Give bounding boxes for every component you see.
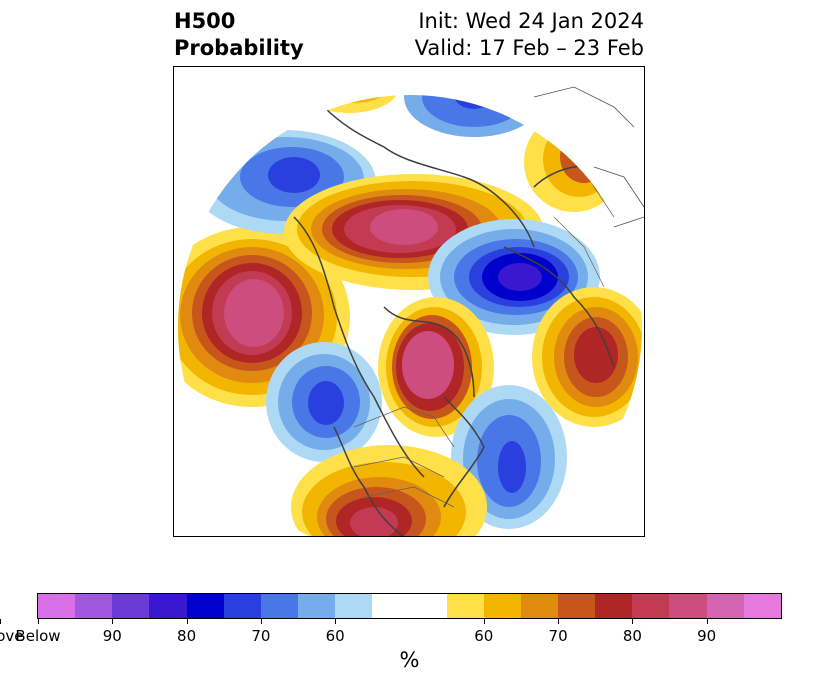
probability-field: [178, 95, 642, 536]
colorbar-segment: [595, 594, 633, 618]
init-date: Init: Wed 24 Jan 2024: [418, 9, 644, 33]
colorbar-tick-label: 80: [622, 627, 642, 645]
title-line-2: Probability: [174, 36, 304, 60]
colorbar-tick-label: 60: [325, 627, 345, 645]
map-panel: [173, 66, 645, 537]
valid-date: Valid: 17 Feb – 23 Feb: [414, 36, 644, 60]
colorbar-tick-label: 70: [548, 627, 568, 645]
colorbar-segment: [75, 594, 113, 618]
map-title: H500 Probability: [174, 8, 304, 62]
colorbar-tick: [558, 619, 560, 624]
colorbar-segment: [669, 594, 707, 618]
colorbar-segment: [149, 594, 187, 618]
colorbar-tick-label: Above: [0, 627, 24, 645]
colorbar-tick: [260, 619, 262, 624]
colorbar-tick: [186, 619, 188, 624]
colorbar-tick-label: 60: [474, 627, 494, 645]
colorbar-tick: [706, 619, 708, 624]
colorbar-segment: [335, 594, 373, 618]
colorbar: [37, 593, 782, 619]
title-line-1: H500: [174, 9, 236, 33]
colorbar-segment: [520, 594, 558, 618]
colorbar-tick: [335, 619, 337, 624]
colorbar-segment: [706, 594, 744, 618]
colorbar-tick-label: 70: [251, 627, 271, 645]
colorbar-segment: [557, 594, 596, 618]
colorbar-segment: [297, 594, 336, 618]
colorbar-tick-label: 90: [102, 627, 122, 645]
anomaly-north-atlantic: [451, 385, 567, 529]
forecast-dates: Init: Wed 24 Jan 2024 Valid: 17 Feb – 23…: [415, 8, 644, 62]
colorbar-segment: [186, 594, 224, 618]
colorbar-segment: [632, 594, 670, 618]
colorbar-tick: [38, 619, 39, 624]
probability-map: [178, 86, 644, 536]
colorbar-tick: [0, 619, 1, 624]
anomaly-eastern-canada: [378, 297, 494, 437]
colorbar-segment: [446, 594, 484, 618]
colorbar-tick-label: 90: [697, 627, 717, 645]
colorbar-segment: [38, 594, 76, 618]
colorbar-tick-label: Below: [15, 627, 61, 645]
colorbar-unit-label: %: [399, 648, 420, 672]
anomaly-central-asia: [532, 287, 642, 427]
colorbar-tick: [632, 619, 634, 624]
colorbar-segment: [483, 594, 521, 618]
colorbar-tick: [112, 619, 114, 624]
colorbar-segment: [112, 594, 150, 618]
anomaly-western-na: [266, 342, 382, 462]
colorbar-segment: [372, 594, 447, 618]
colorbar-segment: [743, 594, 781, 618]
colorbar-segment: [260, 594, 298, 618]
colorbar-tick: [483, 619, 485, 624]
colorbar-segment: [223, 594, 261, 618]
colorbar-tick-label: 80: [177, 627, 197, 645]
corner-outlines: [533, 86, 644, 228]
